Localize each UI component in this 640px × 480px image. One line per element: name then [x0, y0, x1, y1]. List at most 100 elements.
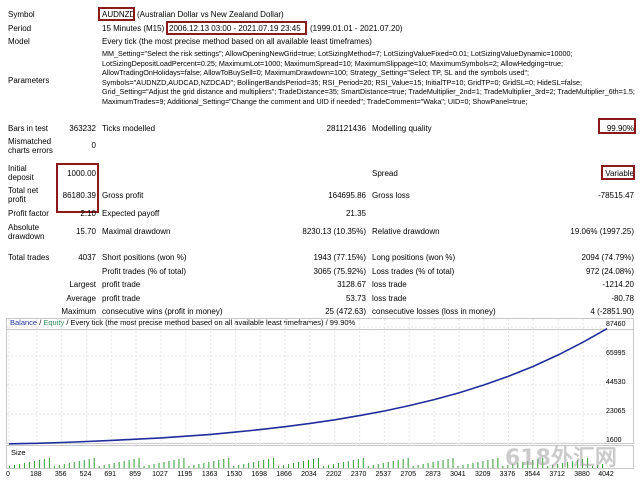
bars-value: 363232 [69, 124, 96, 133]
size-bar [532, 460, 534, 468]
size-bar [442, 460, 444, 468]
x-tick-label: 3376 [499, 471, 516, 478]
size-bar [63, 464, 65, 468]
size-bar [327, 465, 329, 468]
expected-payoff-value: 21.35 [345, 209, 366, 218]
x-tick-label: 0 [6, 471, 10, 478]
x-tick-label: 1027 [152, 471, 168, 478]
size-bar [253, 462, 255, 468]
x-tick-label: 2202 [325, 471, 342, 478]
size-bar [452, 458, 454, 468]
spread-label: Spread [372, 169, 398, 178]
size-bar [263, 460, 265, 468]
size-bar [487, 460, 489, 468]
size-bar [412, 466, 414, 468]
size-bar [228, 458, 230, 468]
loss-trades-value: 972 (24.08%) [585, 267, 634, 276]
size-bar [268, 459, 270, 468]
size-bar [377, 464, 379, 468]
size-bar [178, 459, 180, 468]
size-bar [278, 466, 280, 468]
size-bar [303, 461, 305, 468]
size-bar [562, 463, 564, 468]
size-bar [23, 463, 25, 468]
size-bar [342, 462, 344, 468]
size-bar [223, 459, 225, 468]
size-bar [273, 458, 275, 468]
size-bar [507, 465, 509, 468]
long-positions-label: Long positions (won %) [372, 253, 456, 262]
size-bar [502, 466, 504, 468]
size-bar [497, 458, 499, 468]
size-bar [13, 465, 15, 468]
size-bar [602, 464, 604, 468]
period-highlight [166, 21, 307, 35]
size-bar [427, 463, 429, 468]
size-bar [113, 463, 115, 468]
deposit-label: Initial deposit [8, 164, 34, 182]
maximum-losses-label: consecutive losses (loss in money) [372, 307, 496, 316]
size-bar [238, 465, 240, 468]
size-bar [407, 458, 409, 468]
largest-profit-value: 3128.67 [337, 280, 366, 289]
size-bar [308, 460, 309, 468]
relative-drawdown-value: 19.06% (1997.25) [570, 227, 634, 236]
size-bar [193, 465, 195, 468]
model-label: Model [8, 37, 30, 46]
size-bar [153, 464, 155, 468]
size-bar [477, 462, 479, 468]
size-bar [397, 460, 399, 468]
size-bar [243, 464, 245, 468]
size-bar [158, 463, 160, 468]
size-bar [78, 461, 80, 468]
size-bar [587, 458, 589, 468]
deposit-profit-highlight [56, 163, 99, 213]
gross-profit-label: Gross profit [102, 191, 144, 200]
model-value: Every tick (the most precise method base… [102, 37, 372, 46]
total-trades-value: 4037 [78, 253, 96, 262]
size-bar [203, 463, 205, 468]
size-bar [213, 461, 215, 468]
size-bar [467, 464, 469, 468]
size-bar [258, 461, 260, 468]
y-tick-label: 23065 [606, 408, 626, 415]
size-bar [512, 464, 514, 468]
maximum-wins-label: consecutive wins (profit in money) [102, 307, 223, 316]
deposit-value: 1000.00 [67, 169, 96, 178]
spread-highlight [601, 165, 635, 180]
period-range: 2006.12.13 03:00 - 2021.07.19 23:45 [169, 24, 301, 33]
profit-trades-value: 3065 (75.92%) [313, 267, 366, 276]
size-bar [188, 466, 190, 468]
symbol-desc: (Australian Dollar vs New Zealand Dollar… [137, 10, 284, 19]
size-bar [542, 458, 544, 468]
size-bar [108, 464, 110, 468]
size-bar [128, 460, 130, 468]
period-label: Period [8, 24, 32, 33]
period-full: (1999.01.01 - 2021.07.20) [310, 24, 403, 33]
x-tick-label: 691 [104, 471, 117, 478]
relative-drawdown-label: Relative drawdown [372, 227, 440, 236]
profit-factor-value: 2.10 [80, 209, 96, 218]
x-tick-label: 188 [29, 471, 42, 478]
size-bar [198, 464, 200, 468]
x-tick-label: 1195 [177, 471, 193, 478]
ticks-label: Ticks modelled [102, 124, 156, 133]
average-loss-label: loss trade [372, 294, 407, 303]
x-tick-label: 2034 [301, 471, 317, 478]
size-bar [422, 464, 424, 468]
size-bar [88, 459, 90, 468]
size-bar [123, 461, 125, 468]
maximum-losses-value: 4 (-2851.90) [590, 307, 634, 316]
x-tick-label: 1363 [201, 471, 218, 478]
parameters-label: Parameters [8, 76, 50, 85]
symbol-code: AUDNZD [102, 10, 136, 19]
x-tick-label: 1530 [226, 471, 243, 478]
size-bar [138, 458, 140, 468]
size-bar [402, 459, 404, 468]
size-bar [248, 463, 250, 468]
balance-line [8, 328, 608, 445]
size-label: Size [11, 448, 26, 457]
gross-profit-value: 164695.86 [328, 191, 366, 200]
size-bar [293, 463, 295, 468]
chart-header-balance: Balance [10, 318, 38, 327]
